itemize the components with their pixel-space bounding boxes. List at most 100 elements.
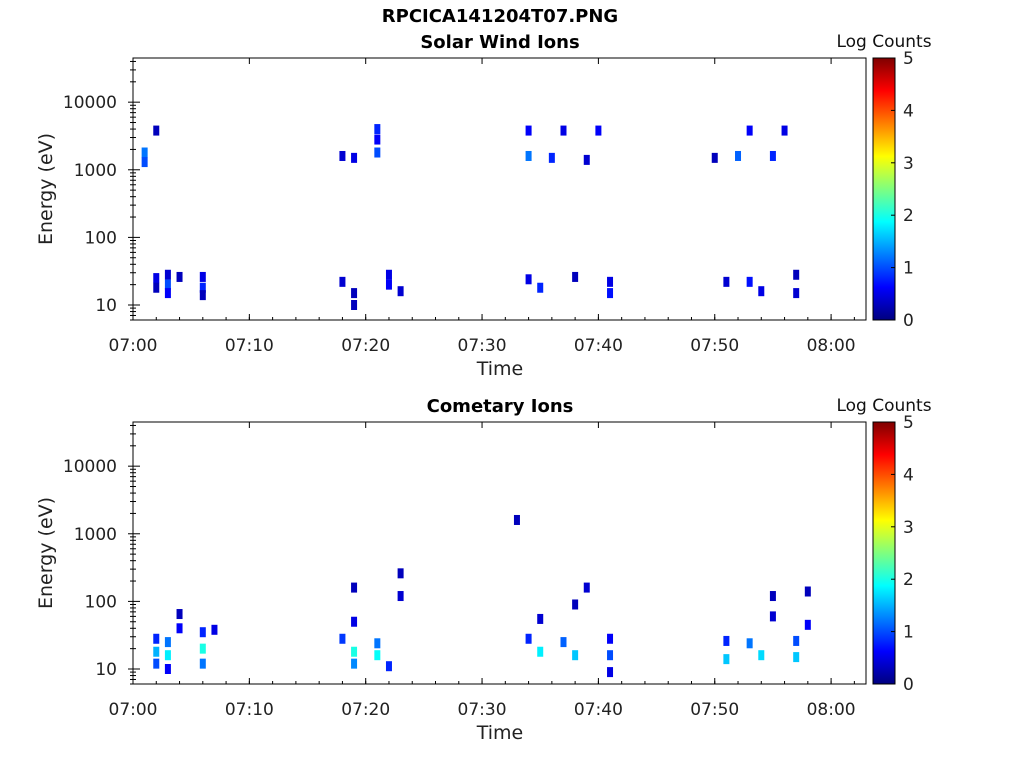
x-tick-label: 07:50 (690, 700, 739, 720)
x-tick-label: 07:40 (574, 700, 623, 720)
spectrogram-cell (607, 667, 614, 678)
spectrogram-cell (199, 282, 206, 293)
y-tick-label: 100 (85, 592, 117, 612)
spectrogram-cell (525, 274, 532, 285)
spectrogram-cell (153, 646, 160, 657)
spectrogram-cell (735, 150, 742, 161)
colorbar-cometary (872, 421, 896, 685)
spectrogram-cell (607, 288, 614, 299)
spectrogram-cell (199, 643, 206, 654)
spectrogram-cell (374, 147, 381, 158)
plot-area-solar-wind (132, 57, 867, 321)
spectrogram-cell (607, 633, 614, 644)
spectrogram-cell (374, 134, 381, 145)
x-tick-label: 07:00 (109, 700, 158, 720)
spectrogram-cell (199, 271, 206, 282)
spectrogram-cell (153, 658, 160, 669)
spectrogram-cell (793, 269, 800, 280)
panel-cometary: Cometary Ions 07:00 07:10 07:20 07:30 07:40 0… (35, 396, 932, 744)
y-ticks-cometary: 10 100 1000 10000 (63, 424, 140, 685)
spectrogram-cell (525, 633, 532, 644)
panel-title-cometary: Cometary Ions (427, 396, 574, 417)
spectrogram-cell (339, 276, 346, 287)
spectrogram-cell (595, 125, 602, 136)
spectrogram-cell (385, 269, 392, 280)
spectrogram-cell (199, 627, 206, 638)
panel-solar-wind: Solar Wind Ions 07:00 07:10 07:20 07:30 07:4… (35, 32, 932, 380)
spectrogram-cell (164, 288, 171, 299)
spectrogram-cell (385, 279, 392, 290)
spectrogram-cell (572, 599, 579, 610)
spectrogram-cell (769, 611, 776, 622)
colorbar-tick-label: 3 (903, 154, 914, 174)
spectrogram-cell (164, 664, 171, 675)
colorbar-tick-label: 5 (903, 49, 914, 69)
y-ticks-solar-wind: 10 100 1000 10000 (63, 60, 140, 321)
y-axis-label-solar-wind: Energy (eV) (35, 133, 57, 245)
spectrogram-cell (769, 591, 776, 602)
spectrogram-cell (153, 633, 160, 644)
spectrogram-cell (397, 286, 404, 297)
spectrogram-cell (723, 276, 730, 287)
y-tick-label: 1000 (74, 161, 117, 181)
spectrogram-cell (781, 125, 788, 136)
spectrogram-cell (560, 637, 567, 648)
spectrogram-cell (793, 652, 800, 663)
spectrogram-cell (164, 637, 171, 648)
spectrogram-cell (537, 282, 544, 293)
y-tick-label: 10000 (63, 93, 117, 113)
spectrogram-cell (164, 650, 171, 661)
spectrogram-cell (758, 650, 765, 661)
spectrogram-cell (746, 638, 753, 649)
spectrogram-cell (176, 623, 183, 634)
spectrogram-cell (572, 650, 579, 661)
y-tick-label: 10 (95, 296, 117, 316)
x-tick-label: 08:00 (807, 700, 856, 720)
spectrogram-cell (374, 124, 381, 135)
x-tick-label: 07:30 (458, 700, 507, 720)
spectrogram-cell (397, 591, 404, 602)
spectrogram-cell (351, 152, 358, 163)
spectrogram-cell (153, 273, 160, 284)
cells-solar-wind (141, 124, 800, 311)
colorbar-tick-label: 1 (903, 259, 914, 279)
spectrogram-cell (537, 613, 544, 624)
colorbar-solar-wind (872, 57, 896, 321)
spectrogram-cell (351, 658, 358, 669)
spectrogram-cell (351, 300, 358, 311)
spectrogram-cell (525, 125, 532, 136)
spectrogram-cell (199, 290, 206, 301)
colorbar-label-solar-wind: Log Counts (836, 32, 931, 52)
spectrogram-cell (572, 271, 579, 282)
spectrogram-cell (351, 288, 358, 299)
x-ticks-cometary: 07:00 07:10 07:20 07:30 07:40 07:50 08:00 (109, 422, 856, 720)
y-tick-label: 100 (85, 228, 117, 248)
figure-title: RPCICA141204T07.PNG (381, 6, 619, 27)
colorbar-tick-label: 0 (903, 675, 914, 695)
spectrogram-cell (153, 282, 160, 293)
spectrogram-cell (746, 125, 753, 136)
spectrogram-cell (153, 125, 160, 136)
colorbar-tick-label: 2 (903, 570, 914, 590)
x-ticks-solar-wind: 07:00 07:10 07:20 07:30 07:40 07:50 08:00 (109, 58, 856, 356)
x-tick-label: 07:30 (458, 336, 507, 356)
spectrogram-cell (723, 635, 730, 646)
spectrogram-cell (537, 646, 544, 657)
colorbar-ticks-cometary: 0 1 2 3 4 5 (891, 413, 914, 695)
x-axis-label-solar-wind: Time (476, 358, 524, 380)
colorbar-tick-label: 5 (903, 413, 914, 433)
x-tick-label: 07:50 (690, 336, 739, 356)
spectrogram-cell (711, 152, 718, 163)
spectrogram-cell (176, 609, 183, 620)
colorbar-tick-label: 4 (903, 101, 914, 121)
y-tick-label: 1000 (74, 525, 117, 545)
y-axis-label-cometary: Energy (eV) (35, 497, 57, 609)
spectrogram-cell (374, 638, 381, 649)
colorbar-tick-label: 4 (903, 465, 914, 485)
spectrogram-cell (351, 616, 358, 627)
y-tick-label: 10 (95, 660, 117, 680)
spectrogram-cell (758, 286, 765, 297)
spectrogram-cell (351, 646, 358, 657)
x-tick-label: 07:20 (341, 700, 390, 720)
